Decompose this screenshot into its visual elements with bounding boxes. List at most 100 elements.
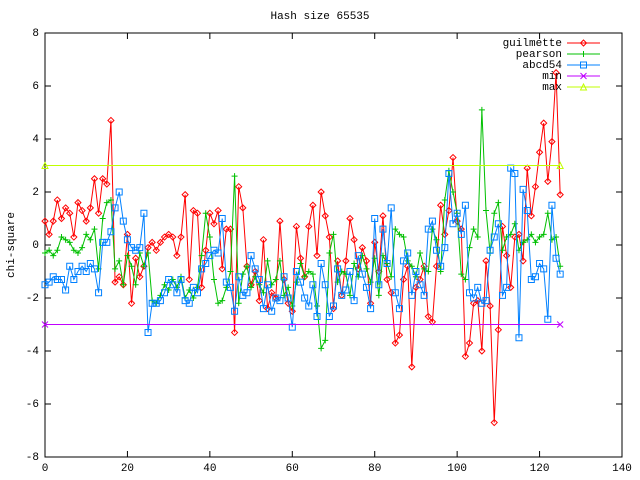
point [66,262,74,270]
point [41,321,49,328]
point [78,206,86,215]
legend-marker [580,61,587,69]
point [62,236,69,243]
point [400,257,408,265]
point [536,260,544,268]
point [540,231,547,238]
point [523,207,531,215]
y-tick-label: -8 [26,452,39,464]
point [164,230,173,239]
point [358,270,366,278]
point [453,209,461,217]
point [453,217,461,225]
point [83,231,90,238]
point [388,273,395,280]
point [387,288,395,297]
point [115,188,123,196]
point [124,252,131,259]
point [474,234,481,241]
point [527,212,536,220]
y-axis-label: chi-square [6,212,18,278]
point [127,299,136,308]
point [429,226,436,233]
point [450,189,457,195]
point [259,235,268,244]
point [412,283,420,292]
point [321,212,329,220]
point [248,284,255,291]
point [177,233,185,241]
point [61,204,70,212]
point [474,283,482,291]
point [148,238,156,247]
point [490,233,498,241]
point [371,215,379,222]
point [461,352,470,361]
point [292,222,301,231]
point [499,247,506,254]
point [115,273,123,281]
point [491,210,498,217]
point [556,321,564,328]
point [494,220,502,228]
point [511,169,519,177]
point [325,233,334,241]
point [436,201,445,209]
point [42,249,48,256]
point [255,275,263,283]
point [539,119,548,127]
point [198,252,205,259]
legend-marker [579,82,588,91]
point [144,328,152,336]
point [268,281,275,288]
point [420,291,428,299]
point [206,234,213,241]
point [375,292,382,299]
point [350,235,358,244]
point [314,302,321,309]
point [367,279,374,286]
point [383,275,391,284]
point [90,265,98,273]
point [57,214,66,223]
point [412,268,420,275]
point [292,268,300,275]
point [181,190,189,199]
point [441,244,449,252]
point [112,265,119,272]
x-tick-label: 20 [121,463,134,475]
point [321,281,329,289]
point [95,289,103,297]
point [548,236,555,243]
point [116,257,123,264]
point [424,225,432,233]
point [173,289,181,297]
point [185,275,193,284]
point [87,236,94,243]
point [305,268,312,275]
point [301,294,309,302]
point [548,137,556,146]
point [329,304,338,313]
series-line [44,109,561,351]
legend-label: max [542,82,562,94]
point [437,262,445,270]
point [103,199,110,206]
point [462,276,469,283]
point [408,291,416,299]
y-tick-label: 0 [32,240,39,252]
point [111,204,119,212]
point [400,234,407,241]
point [193,289,201,297]
point [103,180,111,188]
point [53,196,62,204]
point [98,175,107,183]
point [219,297,226,304]
point [41,161,49,169]
point [322,337,329,344]
point [309,201,317,209]
point [342,286,350,294]
point [210,246,218,254]
point [379,212,387,220]
